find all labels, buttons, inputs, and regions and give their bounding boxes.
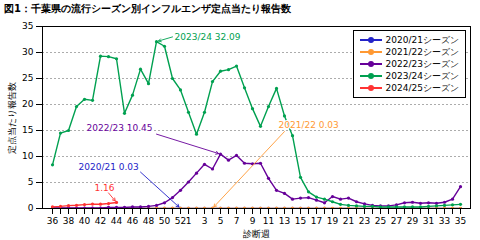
svg-text:19: 19 bbox=[327, 216, 339, 226]
svg-text:17: 17 bbox=[311, 216, 322, 226]
svg-text:20: 20 bbox=[22, 99, 34, 109]
svg-text:25: 25 bbox=[375, 216, 386, 226]
svg-text:11: 11 bbox=[263, 216, 274, 226]
svg-text:52: 52 bbox=[175, 216, 186, 226]
svg-text:15: 15 bbox=[295, 216, 306, 226]
svg-text:23: 23 bbox=[359, 216, 370, 226]
svg-text:46: 46 bbox=[127, 216, 139, 226]
svg-text:33: 33 bbox=[439, 216, 450, 226]
html-text:2020/21シーズン: 2020/21シーズン bbox=[385, 35, 459, 45]
svg-text:48: 48 bbox=[143, 216, 155, 226]
svg-text:44: 44 bbox=[111, 216, 123, 226]
html-text:2023/24シーズン: 2023/24シーズン bbox=[385, 71, 459, 81]
svg-text:36: 36 bbox=[47, 216, 59, 226]
svg-text:2023/24 32.09: 2023/24 32.09 bbox=[175, 32, 241, 42]
svg-text:3: 3 bbox=[202, 216, 208, 226]
html-text:2024/25シーズン: 2024/25シーズン bbox=[385, 83, 459, 93]
svg-text:1: 1 bbox=[186, 216, 192, 226]
svg-text:5: 5 bbox=[28, 177, 34, 187]
svg-text:50: 50 bbox=[159, 216, 171, 226]
svg-text:7: 7 bbox=[234, 216, 240, 226]
svg-text:2020/21 0.03: 2020/21 0.03 bbox=[79, 162, 139, 172]
html-text:2021/22シーズン: 2021/22シーズン bbox=[385, 47, 459, 57]
svg-text:30: 30 bbox=[22, 47, 34, 57]
svg-text:診断週: 診断週 bbox=[243, 229, 270, 239]
svg-text:1.16: 1.16 bbox=[95, 183, 115, 193]
html-text:図1：千葉県の流行シーズン別インフルエンザ定点当たり報告数: 図1：千葉県の流行シーズン別インフルエンザ定点当たり報告数 bbox=[4, 3, 291, 14]
svg-text:10: 10 bbox=[22, 151, 34, 161]
svg-text:21: 21 bbox=[343, 216, 354, 226]
svg-text:38: 38 bbox=[63, 216, 75, 226]
svg-text:定点当たり報告数: 定点当たり報告数 bbox=[7, 82, 17, 154]
svg-text:2022/23 10.45: 2022/23 10.45 bbox=[87, 123, 153, 133]
svg-text:40: 40 bbox=[79, 216, 91, 226]
html-text:2022/23シーズン: 2022/23シーズン bbox=[385, 59, 459, 69]
svg-text:5: 5 bbox=[218, 216, 224, 226]
svg-text:31: 31 bbox=[423, 216, 434, 226]
svg-text:25: 25 bbox=[22, 73, 33, 83]
svg-text:15: 15 bbox=[22, 125, 33, 135]
svg-text:27: 27 bbox=[391, 216, 402, 226]
svg-text:9: 9 bbox=[250, 216, 256, 226]
svg-text:13: 13 bbox=[279, 216, 290, 226]
svg-text:35: 35 bbox=[22, 21, 33, 31]
svg-text:0: 0 bbox=[28, 203, 34, 213]
svg-text:29: 29 bbox=[407, 216, 419, 226]
svg-text:42: 42 bbox=[95, 216, 106, 226]
svg-text:2021/22 0.03: 2021/22 0.03 bbox=[279, 120, 339, 130]
svg-text:35: 35 bbox=[455, 216, 466, 226]
